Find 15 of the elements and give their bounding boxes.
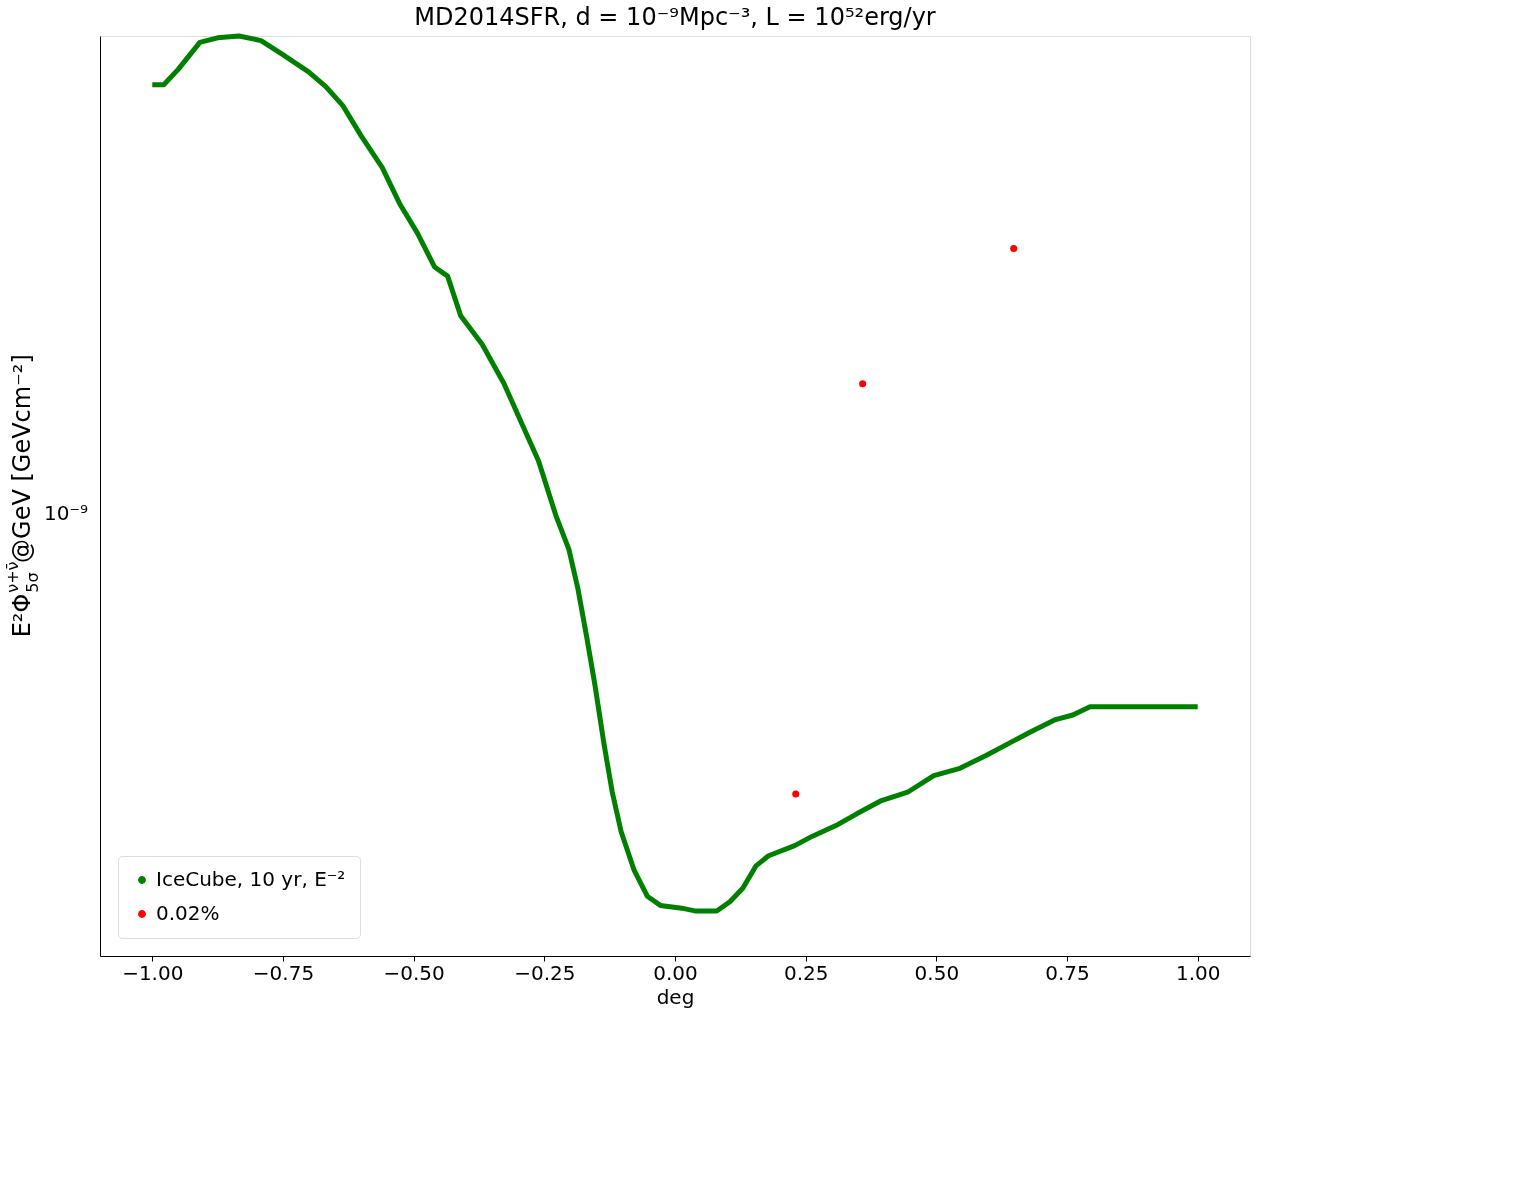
- legend-label: 0.02%: [156, 901, 220, 925]
- x-tick-label: −1.00: [122, 960, 184, 985]
- x-tick-label: 1.00: [1175, 960, 1221, 985]
- x-tick-label: 0.75: [1045, 960, 1090, 985]
- text: 10⁻⁹: [43, 501, 88, 526]
- x-tick-label: 0.50: [914, 960, 960, 985]
- x-tick-label: 0.25: [783, 960, 829, 985]
- x-tick-label: −0.25: [514, 960, 576, 985]
- legend-label: IceCube, 10 yr, E⁻²: [156, 867, 346, 891]
- chart-title: MD2014SFR, d = 10⁻⁹Mpc⁻³, L = 10⁵²erg/yr: [414, 2, 936, 31]
- x-axis-title: deg: [656, 984, 695, 1009]
- x-tick-label: −0.50: [383, 960, 445, 985]
- y-axis-title: E²Φ5σν+ν̄@GeV [GeVcm⁻²]: [3, 354, 42, 638]
- x-tick-label: −0.75: [252, 960, 315, 985]
- x-tick-label: 0.00: [653, 960, 698, 985]
